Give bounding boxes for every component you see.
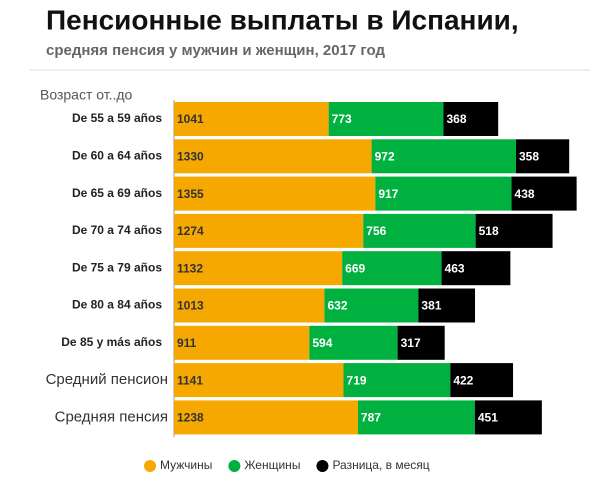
bar-segment xyxy=(174,363,344,398)
y-tick-label: De 60 a 64 años xyxy=(72,148,162,162)
data-label: 381 xyxy=(421,299,441,313)
bar-segment xyxy=(174,400,358,435)
bar-segment xyxy=(309,325,398,360)
bar-segment xyxy=(342,251,442,286)
data-label: 1330 xyxy=(177,149,204,163)
y-tick-label: De 65 a 69 años xyxy=(72,186,162,200)
data-label: 1355 xyxy=(177,187,204,201)
chart-title: Пенсионные выплаты в Испании, xyxy=(46,4,519,35)
bar-segment xyxy=(174,139,372,174)
y-tick-label: De 80 a 84 años xyxy=(72,298,162,312)
data-label: 1238 xyxy=(177,411,204,425)
data-label: 518 xyxy=(479,224,499,238)
data-label: 422 xyxy=(453,373,473,387)
bar-segment xyxy=(328,102,444,136)
data-label: 972 xyxy=(375,149,395,163)
y-tick-label: De 55 a 59 años xyxy=(72,111,162,125)
bar-segment xyxy=(357,400,475,435)
bar-segment xyxy=(397,325,445,360)
data-label: 756 xyxy=(366,224,386,238)
data-label: 787 xyxy=(361,411,381,425)
data-label: 917 xyxy=(378,187,398,201)
y-tick-label: Средняя пенсия xyxy=(55,408,168,425)
legend-marker xyxy=(228,460,241,472)
bar-segment xyxy=(441,251,511,286)
data-label: 1013 xyxy=(177,299,204,313)
bar-segment xyxy=(174,102,329,136)
bar-segment xyxy=(174,213,364,248)
data-label: 669 xyxy=(345,261,365,275)
y-tick-label: Средний пенсион xyxy=(46,371,168,388)
bar-segment xyxy=(174,251,343,286)
bar-segment xyxy=(371,139,517,174)
y-tick-label: De 75 a 79 años xyxy=(72,260,162,274)
bar-segment xyxy=(375,176,512,211)
bar-segment xyxy=(174,325,310,360)
data-label: 451 xyxy=(478,411,498,425)
bar-segment xyxy=(474,400,542,435)
data-label: 632 xyxy=(328,299,348,313)
data-label: 594 xyxy=(312,336,332,350)
data-label: 368 xyxy=(447,112,467,126)
bar-segment xyxy=(511,176,577,211)
data-label: 1274 xyxy=(177,224,204,238)
bar-segment xyxy=(174,288,325,323)
data-label: 463 xyxy=(445,261,465,275)
y-tick-label: De 85 y más años xyxy=(61,335,162,349)
legend-label: Мужчины xyxy=(160,458,212,472)
legend-label: Женщины xyxy=(244,458,300,472)
legend-label: Разница, в месяц xyxy=(332,458,429,472)
bar-segment xyxy=(363,213,476,248)
data-label: 438 xyxy=(515,187,535,201)
data-label: 773 xyxy=(332,112,352,126)
bar-segment xyxy=(418,288,476,323)
legend-marker xyxy=(144,460,156,472)
y-tick-label: De 70 a 74 años xyxy=(72,223,162,237)
data-label: 317 xyxy=(401,336,421,350)
data-label: 1141 xyxy=(177,373,203,387)
data-label: 358 xyxy=(519,149,539,163)
data-label: 1041 xyxy=(177,112,204,126)
chart-subtitle: средняя пенсия у мужчин и женщин, 2017 г… xyxy=(46,42,385,59)
data-label: 719 xyxy=(347,373,367,387)
bar-segment xyxy=(343,363,451,398)
y-axis-label: Возраст от..до xyxy=(40,87,133,103)
data-label: 1132 xyxy=(177,261,203,275)
bar-segment xyxy=(516,139,570,174)
data-label: 911 xyxy=(177,336,197,350)
bar-segment xyxy=(324,288,419,323)
legend-marker xyxy=(316,460,329,472)
bar-segment xyxy=(174,176,376,211)
bar-segment xyxy=(443,102,499,136)
bar-segment xyxy=(475,213,553,248)
bar-segment xyxy=(450,363,514,398)
